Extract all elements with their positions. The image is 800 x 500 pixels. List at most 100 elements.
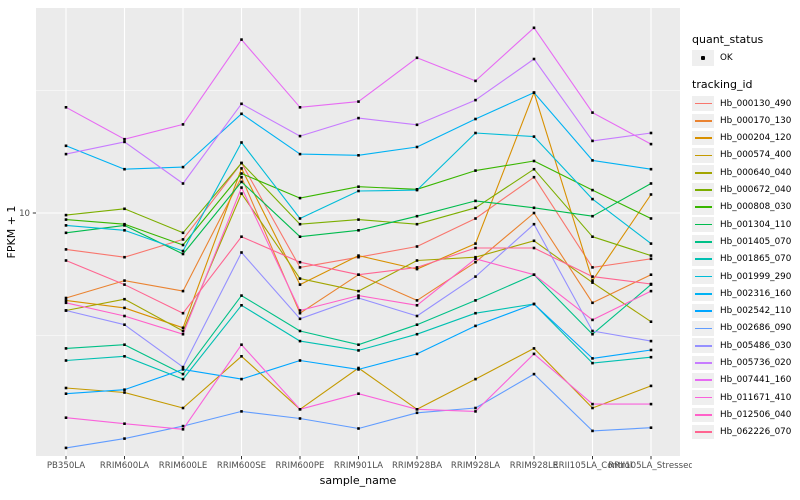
data-point (532, 372, 536, 376)
data-point (591, 275, 594, 278)
data-point (64, 309, 68, 312)
data-point (64, 301, 68, 305)
legend-item-label: Hb_012506_040 (720, 409, 792, 420)
legend-item-label: Hb_005486_030 (720, 340, 792, 351)
data-point (64, 347, 68, 350)
data-point (240, 167, 243, 170)
series-color-swatch (694, 292, 712, 295)
data-point (298, 152, 302, 156)
y-axis-title: FPKM + 1 (5, 206, 18, 259)
data-point (181, 243, 185, 247)
legend-key-box (692, 424, 714, 440)
legend-key-box (692, 355, 714, 371)
data-point (591, 235, 594, 238)
legend-item-label: Hb_002316_160 (720, 288, 792, 299)
legend-item-label: Hb_000170_130 (720, 115, 792, 126)
data-point (357, 218, 360, 221)
data-point (591, 188, 594, 192)
data-point (64, 259, 68, 262)
data-point (532, 175, 536, 179)
data-point (474, 98, 477, 102)
data-point (123, 255, 126, 259)
data-point (181, 249, 185, 253)
data-point (240, 410, 243, 413)
data-point (591, 429, 594, 433)
legend-item-Hb_001405_070: Hb_001405_070 (692, 233, 791, 250)
x-tick-label: RRIM600LA (100, 461, 149, 471)
data-point (532, 26, 536, 30)
data-point (357, 154, 360, 157)
data-point (64, 299, 68, 302)
data-point (240, 343, 243, 346)
data-point (123, 437, 126, 440)
data-point (474, 199, 477, 203)
legend-item-Hb_005486_030: Hb_005486_030 (692, 337, 791, 354)
legend-key-box (692, 373, 714, 388)
legend-item-label: Hb_001405_070 (720, 236, 792, 247)
data-point (357, 289, 360, 293)
data-point (532, 302, 536, 306)
legend-item-label: Hb_000130_490 (720, 98, 792, 109)
data-point (532, 239, 536, 243)
legend-item-Hb_002316_160: Hb_002316_160 (692, 285, 791, 302)
legend-item-label: Hb_062226_070 (720, 427, 792, 438)
data-point (240, 141, 243, 144)
legend-key-box (692, 165, 714, 180)
x-tick-label: RRII105LA_Control (553, 461, 633, 471)
data-point (123, 207, 126, 211)
data-point (64, 386, 68, 390)
data-point (298, 359, 302, 362)
data-point (240, 172, 243, 175)
x-tick-label: PB350LA (47, 461, 85, 471)
data-point (240, 112, 243, 116)
data-point (474, 275, 477, 278)
data-point (298, 283, 302, 286)
legend-item-label: Hb_001999_290 (720, 271, 792, 282)
data-point (298, 260, 302, 264)
data-point (415, 267, 419, 271)
data-point (240, 186, 243, 189)
data-point (123, 391, 126, 394)
data-point (240, 235, 243, 238)
data-point (64, 231, 68, 235)
data-point (357, 189, 360, 193)
data-point (591, 139, 594, 143)
data-point (64, 296, 68, 300)
data-point (240, 304, 243, 307)
x-tick-label: RRII105LA_Stressed (608, 461, 692, 471)
series-color-swatch (694, 327, 712, 330)
data-point (64, 218, 68, 221)
data-point (591, 159, 594, 162)
data-point (415, 304, 419, 307)
data-point (181, 424, 185, 428)
data-point (357, 294, 360, 297)
data-point (357, 296, 360, 300)
series-color-swatch (694, 275, 712, 278)
data-point (240, 38, 243, 41)
data-point (532, 159, 536, 163)
data-point (298, 329, 302, 333)
data-point (649, 339, 653, 343)
legend-item-Hb_000204_120: Hb_000204_120 (692, 130, 791, 147)
data-point (123, 343, 126, 346)
data-point (123, 388, 126, 391)
data-point (123, 140, 126, 144)
data-point (357, 349, 360, 352)
legend-item-Hb_002542_110: Hb_002542_110 (692, 303, 791, 320)
data-point (415, 408, 419, 411)
legend-key-box (692, 234, 714, 250)
data-point (474, 217, 477, 220)
data-point (474, 377, 477, 381)
data-point (64, 144, 68, 148)
data-point (298, 134, 302, 138)
data-point (649, 182, 653, 185)
data-point (532, 167, 536, 171)
legend-item-label: Hb_002686_090 (720, 323, 792, 334)
data-point (181, 377, 185, 381)
data-point (181, 289, 185, 293)
data-point (298, 196, 302, 200)
data-point (240, 192, 243, 195)
data-point (123, 306, 126, 310)
point-marker-icon (701, 56, 705, 60)
data-point (240, 377, 243, 381)
